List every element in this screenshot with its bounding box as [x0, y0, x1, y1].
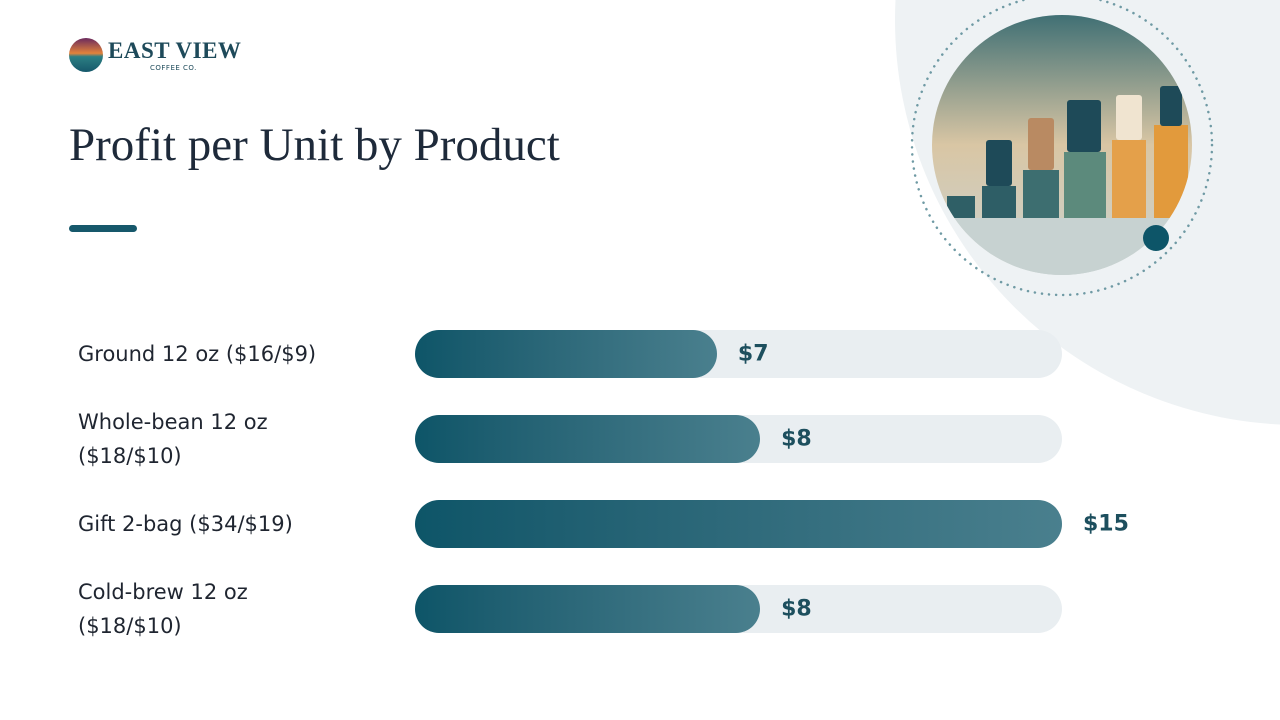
bar-row: Whole-bean 12 oz ($18/$10) $8	[0, 410, 1280, 468]
accent-dot	[1143, 225, 1169, 251]
bar-row: Gift 2-bag ($34/$19) $15	[0, 500, 1280, 548]
bar	[415, 500, 1062, 548]
title-underline	[69, 225, 137, 232]
brand-name: EAST VIEW	[108, 38, 242, 63]
brand-tagline: COFFEE CO.	[150, 64, 197, 72]
value-label: $8	[781, 426, 812, 452]
logo-icon	[69, 38, 103, 72]
bar	[415, 330, 717, 378]
value-label: $15	[1083, 511, 1129, 537]
dotted-ring	[910, 0, 1214, 297]
bar	[415, 585, 761, 633]
category-label: Gift 2-bag ($34/$19)	[78, 512, 293, 536]
bar-row: Cold-brew 12 oz ($18/$10) $8	[0, 580, 1280, 638]
category-label: Ground 12 oz ($16/$9)	[78, 342, 317, 366]
chart-title: Profit per Unit by Product	[69, 119, 560, 171]
bar-row: Ground 12 oz ($16/$9) $7	[0, 330, 1280, 378]
bar	[415, 415, 761, 463]
category-label: Cold-brew 12 oz ($18/$10)	[78, 580, 248, 638]
category-label: Whole-bean 12 oz ($18/$10)	[78, 410, 268, 468]
value-label: $7	[737, 341, 769, 367]
value-label: $8	[781, 596, 812, 622]
